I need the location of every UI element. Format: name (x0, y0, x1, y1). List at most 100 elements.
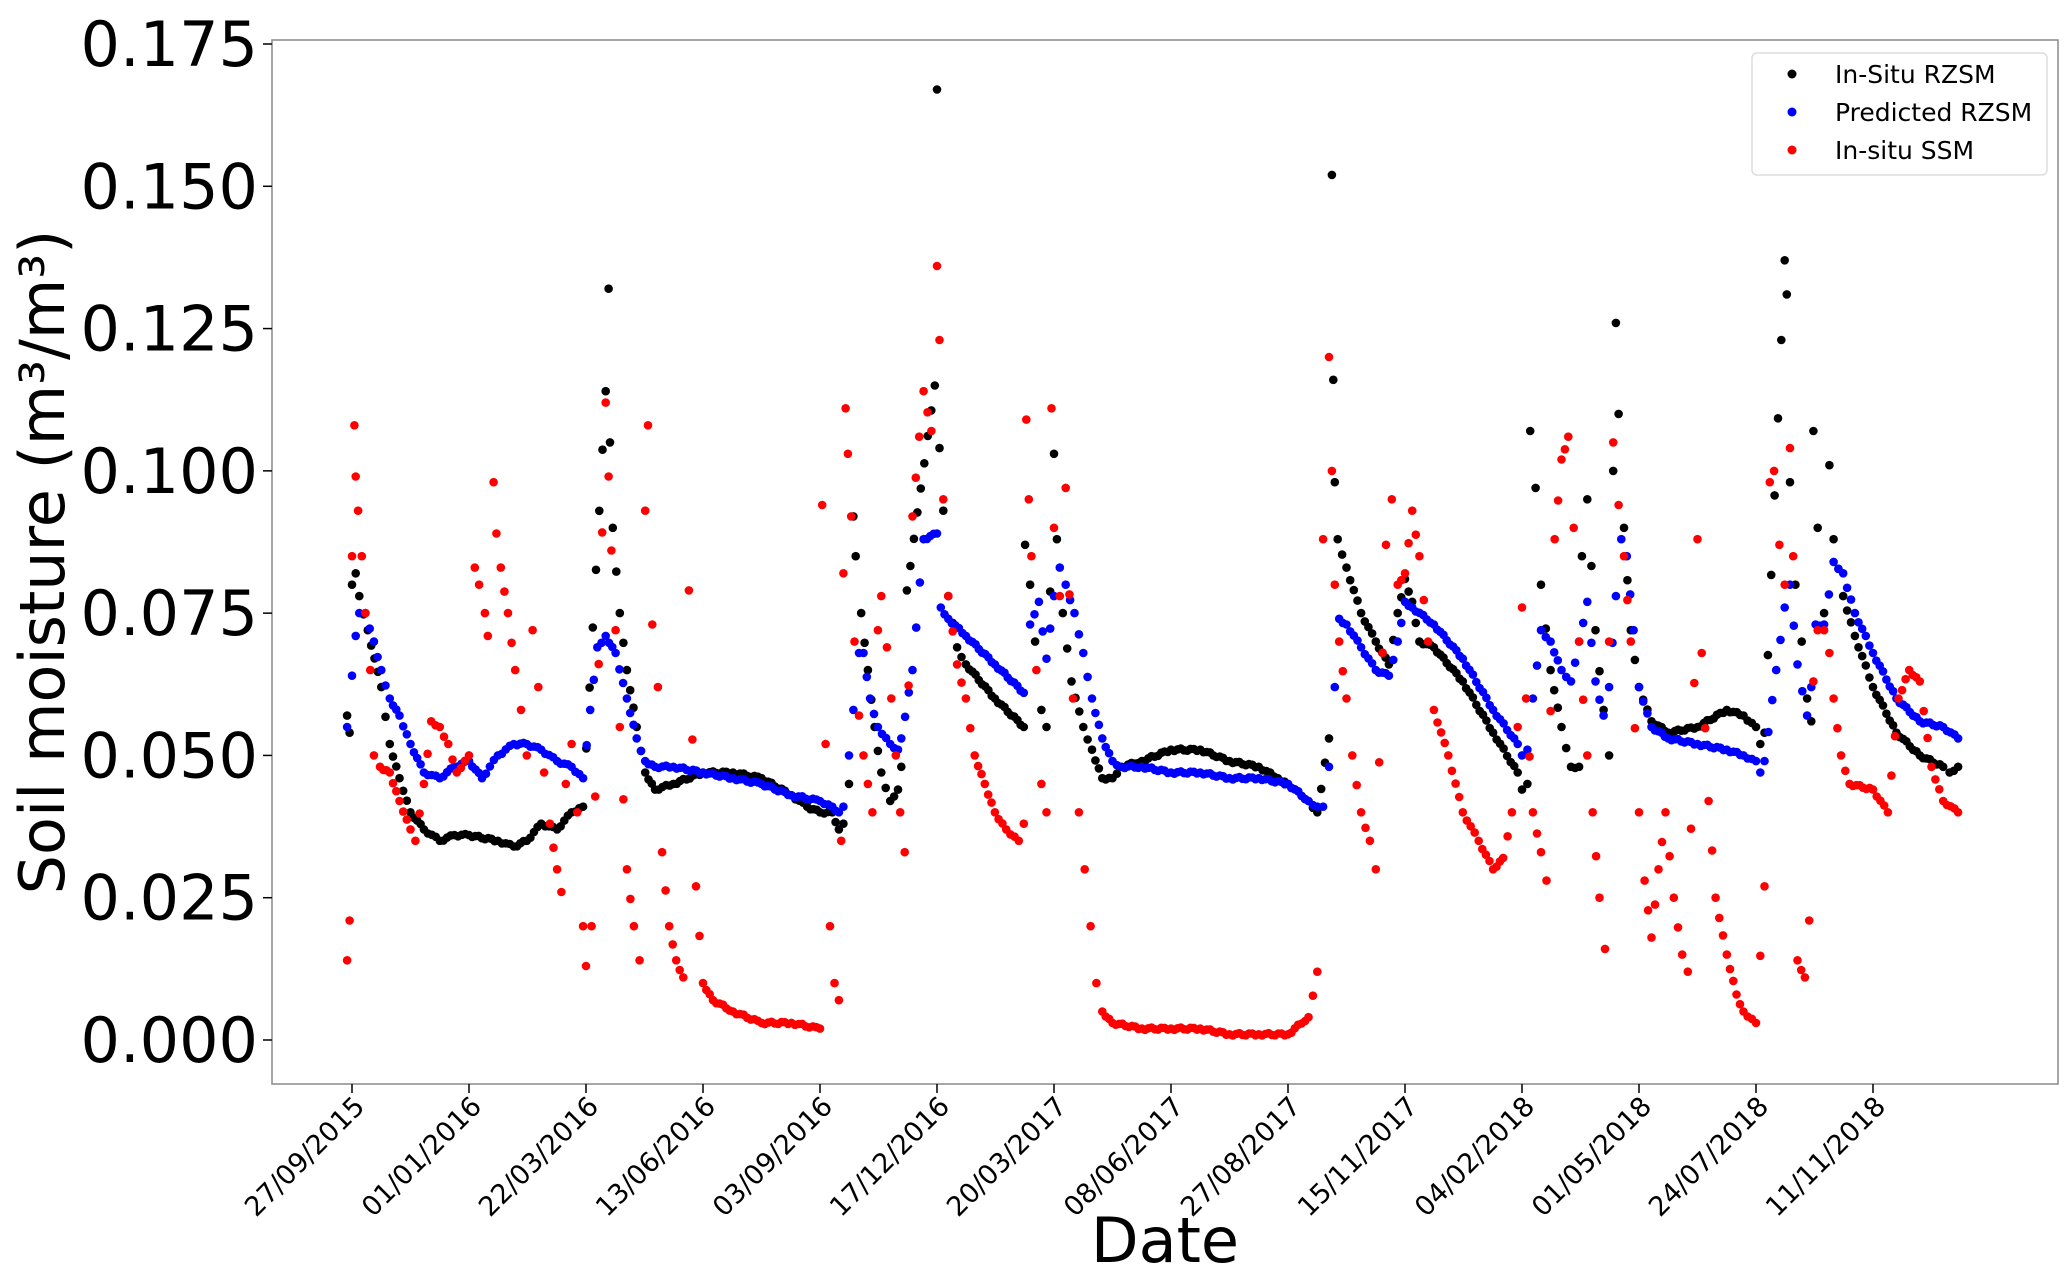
data-point (1330, 580, 1340, 589)
data-point (1356, 643, 1366, 652)
data-point (1797, 637, 1806, 646)
data-point (1564, 432, 1573, 442)
data-point (1775, 540, 1784, 550)
data-point (1756, 739, 1765, 749)
data-point (684, 586, 694, 595)
data-point (1588, 808, 1597, 817)
data-point (464, 751, 474, 760)
data-point-fill (1436, 728, 1446, 737)
data-point (604, 284, 613, 294)
data-point-fill (1707, 846, 1717, 855)
data-point (1393, 608, 1402, 618)
data-point (534, 682, 543, 692)
data-point (1324, 734, 1334, 743)
data-point (1722, 950, 1732, 959)
data-point (351, 631, 361, 641)
data-point-fill (590, 792, 600, 801)
data-point (961, 694, 971, 703)
data-point (1669, 893, 1679, 902)
data-point (1042, 654, 1051, 663)
data-point (1371, 637, 1381, 646)
data-point (601, 398, 610, 407)
data-point (932, 529, 942, 538)
data-point (1342, 694, 1351, 703)
data-point (640, 768, 650, 777)
data-point (1611, 318, 1621, 328)
data-point-fill (869, 709, 879, 719)
data-point (1557, 455, 1566, 464)
data-point (939, 506, 948, 515)
data-point (1068, 694, 1078, 703)
data-point (1813, 625, 1822, 635)
data-point-fill (1591, 851, 1601, 861)
data-point-fill (1553, 703, 1563, 712)
data-point-fill (415, 809, 424, 818)
x-tick-label: 04/02/2018 (1409, 1091, 1541, 1223)
data-point-fill (1718, 931, 1728, 940)
data-point (1569, 523, 1578, 533)
data-point (932, 85, 942, 94)
data-point (1079, 648, 1088, 658)
data-point (679, 973, 688, 982)
data-point-fill (1499, 719, 1508, 728)
data-point-fill (388, 752, 398, 761)
data-point (1030, 637, 1040, 646)
data-point-fill (1038, 627, 1047, 636)
data-point (1785, 477, 1795, 487)
y-axis-label: Soil moisture (m³/m³) (6, 230, 79, 895)
data-point-fill (1338, 666, 1348, 676)
data-point (1800, 973, 1810, 982)
data-point (1400, 569, 1410, 578)
data-point (1458, 808, 1468, 817)
data-point-fill (500, 587, 509, 596)
data-point (1619, 523, 1629, 533)
data-point (483, 631, 493, 641)
data-point-fill (1481, 850, 1491, 859)
data-point (351, 569, 361, 578)
data-point (1365, 836, 1375, 846)
data-point-fill (1503, 832, 1512, 841)
data-point (895, 808, 905, 817)
data-point (825, 921, 835, 931)
data-point-fill (1686, 824, 1696, 833)
data-point-fill (398, 786, 408, 796)
data-point (1785, 443, 1795, 453)
data-point-fill (957, 652, 966, 662)
legend-marker (1787, 69, 1797, 79)
y-tick-label: 0.000 (81, 1004, 259, 1077)
data-point (1838, 569, 1848, 578)
data-point-fill (1623, 595, 1632, 605)
data-point (1474, 836, 1483, 846)
data-point (1330, 477, 1340, 487)
data-point-fill (1766, 570, 1776, 580)
data-point-fill (1553, 496, 1563, 505)
data-point-fill (392, 786, 401, 796)
data-point-fill (1643, 906, 1653, 915)
data-point-fill (416, 760, 425, 769)
data-point (1604, 751, 1614, 760)
data-point-fill (589, 675, 599, 685)
data-point (1517, 751, 1527, 760)
data-point (1055, 563, 1065, 572)
x-axis: 27/09/201501/01/201622/03/201613/06/2016… (239, 1084, 1892, 1223)
data-point-fill (626, 894, 635, 904)
data-point (510, 665, 520, 675)
data-point (1507, 808, 1517, 817)
data-point-fill (1345, 575, 1355, 585)
data-point (936, 603, 946, 612)
data-point-fill (1337, 550, 1347, 559)
data-point-fill (1482, 693, 1491, 703)
data-point-fill (1553, 656, 1563, 665)
data-point (952, 643, 962, 652)
data-point (1782, 290, 1792, 299)
data-point (1098, 734, 1107, 743)
data-point-fill (412, 753, 422, 763)
data-point-fill (920, 459, 929, 468)
data-point (347, 671, 357, 680)
data-point (1019, 722, 1029, 732)
data-point (1634, 808, 1644, 817)
data-point (887, 694, 896, 703)
x-tick-label: 17/12/2016 (824, 1091, 956, 1223)
data-point (1802, 694, 1812, 703)
data-point (1528, 808, 1538, 817)
